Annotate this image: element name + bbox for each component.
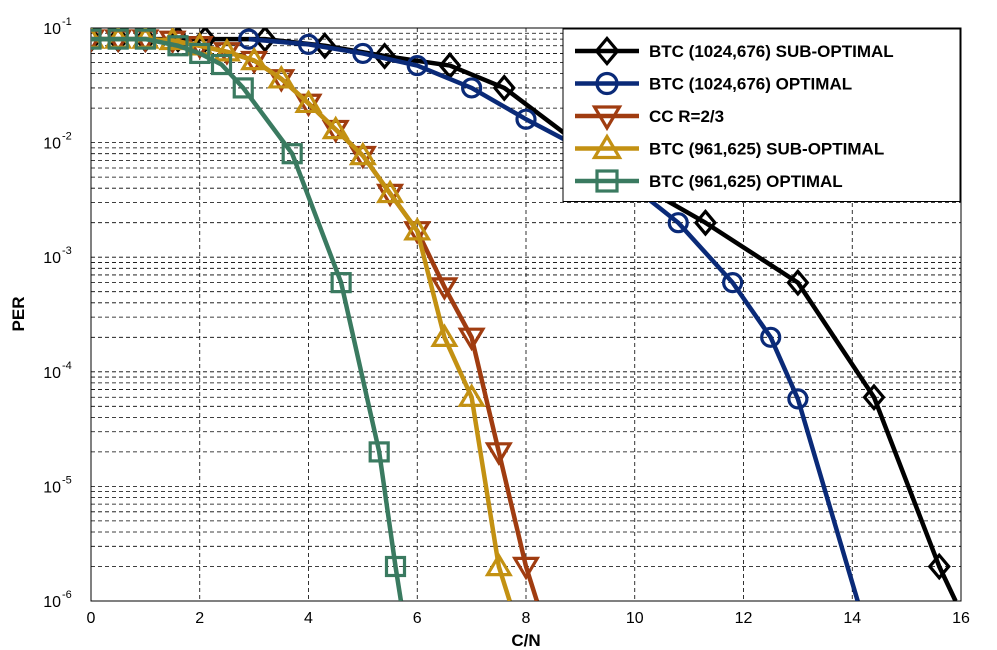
- y-tick-label: 10 -3: [43, 245, 72, 267]
- y-tick-label: 10 -1: [43, 16, 72, 38]
- data-point: [352, 42, 374, 65]
- legend-label: BTC (1024,676) OPTIMAL: [649, 75, 852, 94]
- data-point: [591, 105, 623, 132]
- series-layer: [91, 28, 958, 601]
- data-point: [134, 28, 156, 50]
- x-tick-label: 12: [735, 610, 753, 627]
- data-point: [722, 272, 744, 294]
- data-point: [595, 71, 619, 96]
- y-tick-base: 10: [43, 594, 61, 611]
- legend-label: BTC (961,625) SUB-OPTIMAL: [649, 140, 884, 159]
- data-point: [167, 35, 189, 57]
- data-point: [253, 28, 277, 53]
- data-point: [375, 179, 405, 204]
- series-4: [91, 28, 407, 601]
- legend: BTC (1024,676) SUB-OPTIMAL BTC (1024,676)…: [562, 28, 961, 202]
- data-point: [786, 268, 810, 297]
- legend-entry: BTC (961,625) OPTIMAL: [575, 169, 843, 193]
- data-point: [91, 28, 103, 53]
- data-point: [862, 383, 886, 411]
- data-point: [760, 326, 782, 348]
- data-point: [107, 28, 129, 50]
- data-point: [484, 552, 513, 577]
- y-tick-label: 10 -4: [43, 360, 72, 382]
- x-tick-label: 2: [195, 610, 204, 627]
- y-tick-base: 10: [43, 21, 61, 38]
- y-tick-exponent: -2: [62, 131, 72, 143]
- y-tick-labels: 10-110-210-310-410-510-6: [43, 16, 72, 611]
- x-tick-label: 6: [413, 610, 422, 627]
- data-point: [927, 552, 951, 581]
- y-tick-base: 10: [43, 136, 61, 153]
- data-point: [461, 77, 483, 99]
- data-point: [492, 74, 516, 102]
- data-point: [515, 108, 537, 130]
- y-tick-exponent: -3: [62, 245, 72, 257]
- data-point: [787, 388, 809, 410]
- data-point: [212, 37, 242, 62]
- data-point: [430, 277, 459, 301]
- y-tick-label: 10 -6: [43, 589, 72, 611]
- data-point: [430, 323, 459, 348]
- series-line: [91, 36, 512, 601]
- data-point: [591, 133, 623, 160]
- data-point: [294, 89, 323, 114]
- x-tick-label: 16: [952, 610, 970, 627]
- data-point: [511, 556, 541, 581]
- data-point: [595, 169, 619, 193]
- data-point: [210, 53, 233, 76]
- data-point: [240, 46, 269, 71]
- data-point: [457, 327, 486, 352]
- data-point: [330, 272, 352, 294]
- data-point: [91, 28, 102, 50]
- data-point: [384, 555, 407, 578]
- data-point: [321, 115, 350, 140]
- y-tick-exponent: -4: [62, 360, 72, 372]
- y-tick-exponent: -5: [62, 474, 72, 486]
- data-point: [406, 54, 428, 77]
- x-tick-label: 8: [522, 610, 531, 627]
- data-point: [232, 77, 254, 99]
- data-point: [281, 143, 303, 165]
- data-point: [238, 28, 260, 50]
- y-tick-exponent: -6: [62, 589, 72, 601]
- data-point: [403, 216, 432, 241]
- y-tick-base: 10: [43, 250, 61, 267]
- x-tick-label: 4: [304, 610, 313, 627]
- data-point: [594, 36, 620, 66]
- legend-label: CC R=2/3: [649, 107, 724, 126]
- data-point: [368, 441, 390, 463]
- legend-entry: BTC (1024,676) OPTIMAL: [575, 71, 852, 96]
- data-point: [484, 442, 513, 466]
- data-point: [693, 208, 717, 237]
- x-tick-label: 10: [626, 610, 644, 627]
- legend-entry: BTC (961,625) SUB-OPTIMAL: [575, 133, 884, 160]
- data-point: [457, 383, 486, 407]
- grid: [91, 28, 961, 601]
- data-point: [373, 42, 397, 70]
- legend-label: BTC (961,625) OPTIMAL: [649, 172, 843, 191]
- y-tick-base: 10: [43, 479, 61, 496]
- y-tick-exponent: -1: [62, 16, 72, 28]
- data-point: [158, 28, 187, 51]
- x-tick-label: 14: [843, 610, 861, 627]
- legend-entry: BTC (1024,676) SUB-OPTIMAL: [575, 36, 894, 66]
- x-axis-label: C/N: [511, 631, 540, 650]
- x-tick-labels: 0 2 4 6 8 10 12 14 16: [87, 610, 970, 627]
- y-tick-base: 10: [43, 365, 61, 382]
- data-point: [267, 64, 296, 89]
- y-tick-label: 10 -2: [43, 131, 72, 153]
- legend-label: BTC (1024,676) SUB-OPTIMAL: [649, 42, 894, 61]
- plot-area-frame: [90, 27, 962, 602]
- series-line: [91, 36, 404, 601]
- legend-entry: CC R=2/3: [575, 105, 724, 132]
- data-point: [189, 42, 211, 65]
- data-point: [667, 212, 689, 234]
- x-tick-label: 0: [87, 610, 96, 627]
- data-point: [348, 141, 377, 166]
- y-axis-label: PER: [9, 297, 28, 332]
- y-tick-label: 10 -5: [43, 474, 72, 496]
- data-point: [297, 33, 320, 55]
